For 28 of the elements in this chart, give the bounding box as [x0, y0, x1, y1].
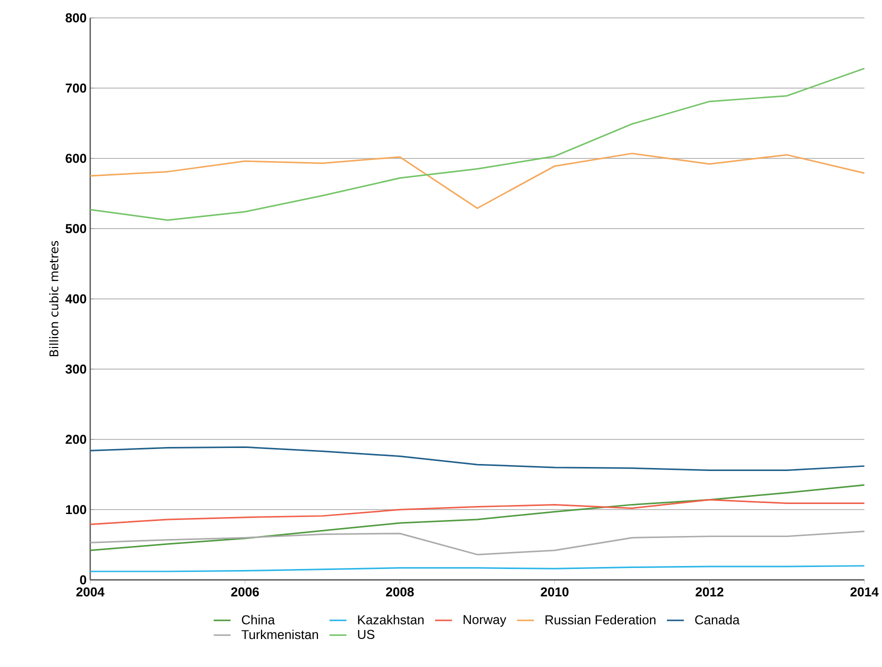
x-tick-label: 2014: [850, 587, 879, 596]
y-tick-label: 300: [66, 364, 86, 374]
legend-label: Canada: [695, 614, 740, 624]
y-tick-label: 400: [65, 294, 86, 304]
x-tick-label: 2008: [386, 587, 414, 596]
line-series: [89, 530, 866, 556]
legend-label: Norway: [464, 615, 506, 627]
y-tick-label: 100: [66, 505, 86, 514]
y-tick-label: 700: [66, 83, 86, 93]
legend-label: China: [242, 614, 275, 624]
x-tick-label: 2006: [231, 587, 259, 596]
y-tick-label: 500: [66, 224, 86, 234]
line-series: [89, 498, 866, 526]
y-tick-label: 200: [66, 434, 86, 444]
x-tick-label: 2004: [76, 587, 104, 596]
y-axis-title: Billion cubic metres: [49, 240, 58, 356]
y-tick-label: 0: [80, 575, 86, 584]
legend-label: US: [358, 630, 374, 639]
x-tick-label: 2010: [540, 587, 568, 596]
legend-label: Turkmenistan: [242, 630, 318, 640]
y-tick-label: 600: [66, 154, 86, 163]
legend-label: Russian Federation: [546, 614, 656, 624]
legend-label: Kazakhstan: [358, 614, 424, 624]
y-tick-label: 800: [66, 13, 86, 22]
line-series: [89, 446, 866, 471]
x-tick-label: 2012: [696, 587, 724, 596]
line-series: [89, 68, 866, 221]
line-series: [89, 152, 866, 209]
